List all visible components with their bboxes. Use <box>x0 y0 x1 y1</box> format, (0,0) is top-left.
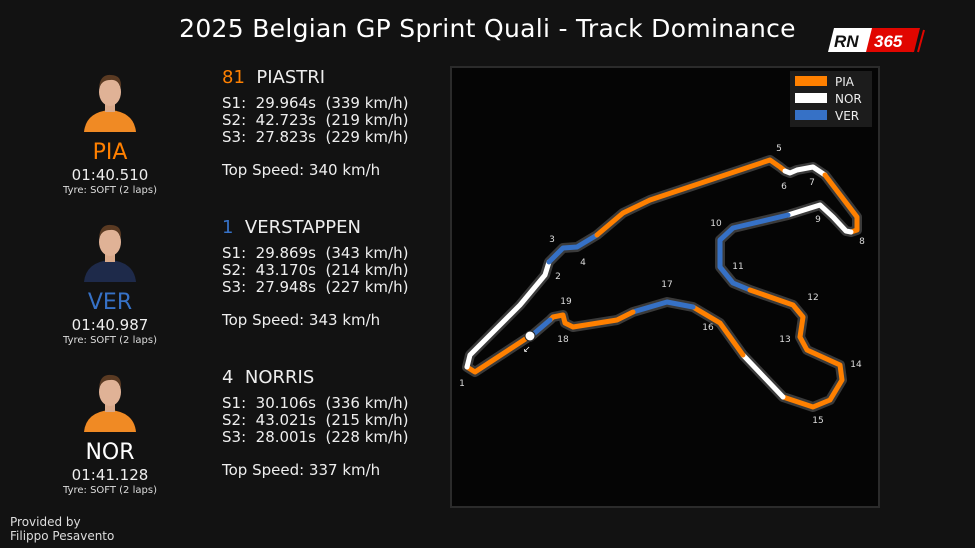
sector-2: S2: 43.021s (215 km/h) <box>222 411 409 429</box>
track-segment-nor <box>740 352 786 400</box>
corner-label: 9 <box>815 215 821 225</box>
corner-label: 5 <box>776 144 782 154</box>
legend-swatch-ver <box>795 110 827 120</box>
driver-number: 1 <box>222 217 234 238</box>
corner-label: 12 <box>807 293 818 303</box>
corner-label: 8 <box>859 237 865 247</box>
driver-photo <box>84 374 136 432</box>
corner-label: 16 <box>702 323 714 333</box>
rn365-logo: RN 365 <box>828 28 925 53</box>
direction-arrow-icon: ↙ <box>523 345 531 355</box>
legend-label-pia: PIA <box>835 75 855 89</box>
corner-label: 4 <box>580 258 586 268</box>
track-segment-pia <box>822 172 860 235</box>
track-segment-pia <box>747 287 845 410</box>
driver-photo <box>84 224 136 282</box>
corner-label: 17 <box>661 280 672 290</box>
svg-text:RN: RN <box>834 32 859 51</box>
driver-card-nor: NOR 01:41.128 Tyre: SOFT (2 laps) <box>50 366 170 497</box>
corner-label: 19 <box>560 297 572 307</box>
track-segment-pia <box>594 157 788 238</box>
top-speed: Top Speed: 340 km/h <box>222 161 381 179</box>
track-segment-ver <box>630 299 696 315</box>
track-segment-nor <box>785 202 854 235</box>
corner-label: 3 <box>549 235 555 245</box>
sector-3: S3: 27.948s (227 km/h) <box>222 278 409 296</box>
corner-label: 7 <box>809 178 815 188</box>
track-map: ↙ 1 2 3 4 5 6 7 8 9 10 11 12 13 14 15 16 17 18 19 PIA NOR VER <box>450 66 880 508</box>
driver-name: VERSTAPPEN <box>244 217 361 238</box>
legend-label-ver: VER <box>835 109 859 123</box>
footer-line1: Provided by <box>10 515 81 529</box>
track-segment-pia <box>547 309 636 330</box>
driver-code: VER <box>87 290 133 315</box>
corner-label: 10 <box>710 219 722 229</box>
top-speed: Top Speed: 343 km/h <box>222 311 381 329</box>
tyre-info: Tyre: SOFT (2 laps) <box>63 335 157 346</box>
track-segment-ver <box>717 212 791 293</box>
corner-label: 11 <box>732 262 743 272</box>
track-segment-ver <box>546 232 600 265</box>
legend-swatch-nor <box>795 93 827 103</box>
sector-2: S2: 43.170s (214 km/h) <box>222 261 409 279</box>
tyre-info: Tyre: SOFT (2 laps) <box>63 185 157 196</box>
driver-code: PIA <box>92 140 128 165</box>
tyre-info: Tyre: SOFT (2 laps) <box>63 485 157 496</box>
footer-credit: Provided by Filippo Pesavento <box>10 515 114 543</box>
driver-card-ver: VER 01:40.987 Tyre: SOFT (2 laps) <box>50 216 170 347</box>
sector-block-nor: 4 NORRIS S1: 30.106s (336 km/h) S2: 43.0… <box>222 367 408 479</box>
driver-card-pia: PIA 01:40.510 Tyre: SOFT (2 laps) <box>50 66 170 197</box>
driver-number: 4 <box>222 367 234 388</box>
page-title: 2025 Belgian GP Sprint Quali - Track Dom… <box>179 14 796 43</box>
footer-line2: Filippo Pesavento <box>10 529 115 543</box>
sector-2: S2: 42.723s (219 km/h) <box>222 111 409 129</box>
legend-swatch-pia <box>795 76 827 86</box>
driver-name: NORRIS <box>244 367 315 388</box>
svg-text:365: 365 <box>874 32 903 51</box>
driver-code: NOR <box>85 440 135 465</box>
sector-1: S1: 29.964s (339 km/h) <box>222 94 409 112</box>
sector-1: S1: 30.106s (336 km/h) <box>222 394 409 412</box>
corner-label: 15 <box>812 416 823 426</box>
corner-label: 6 <box>781 182 787 192</box>
sector-block-pia: 81 PIASTRI S1: 29.964s (339 km/h) S2: 42… <box>222 67 408 179</box>
track-segment-nor <box>464 259 552 370</box>
corner-label: 2 <box>555 272 561 282</box>
lap-time: 01:41.128 <box>71 466 149 484</box>
lap-time: 01:40.987 <box>71 316 149 334</box>
corner-label: 18 <box>557 335 569 345</box>
sector-block-ver: 1 VERSTAPPEN S1: 29.869s (343 km/h) S2: … <box>222 217 408 329</box>
corner-label: 1 <box>459 379 465 389</box>
driver-photo <box>84 74 136 132</box>
top-speed: Top Speed: 337 km/h <box>222 461 381 479</box>
driver-name: PIASTRI <box>256 67 326 88</box>
corner-label: 14 <box>850 360 862 370</box>
sector-1: S1: 29.869s (343 km/h) <box>222 244 409 262</box>
track-segment-nor <box>782 164 828 178</box>
lap-time: 01:40.510 <box>71 166 149 184</box>
track-segment-pia <box>690 304 746 358</box>
driver-number: 81 <box>222 67 245 88</box>
sector-3: S3: 28.001s (228 km/h) <box>222 428 409 446</box>
legend-label-nor: NOR <box>835 92 862 106</box>
corner-label: 13 <box>779 335 790 345</box>
start-marker <box>524 330 536 342</box>
sector-3: S3: 27.823s (229 km/h) <box>222 128 409 146</box>
track-segment-pia <box>464 333 533 375</box>
